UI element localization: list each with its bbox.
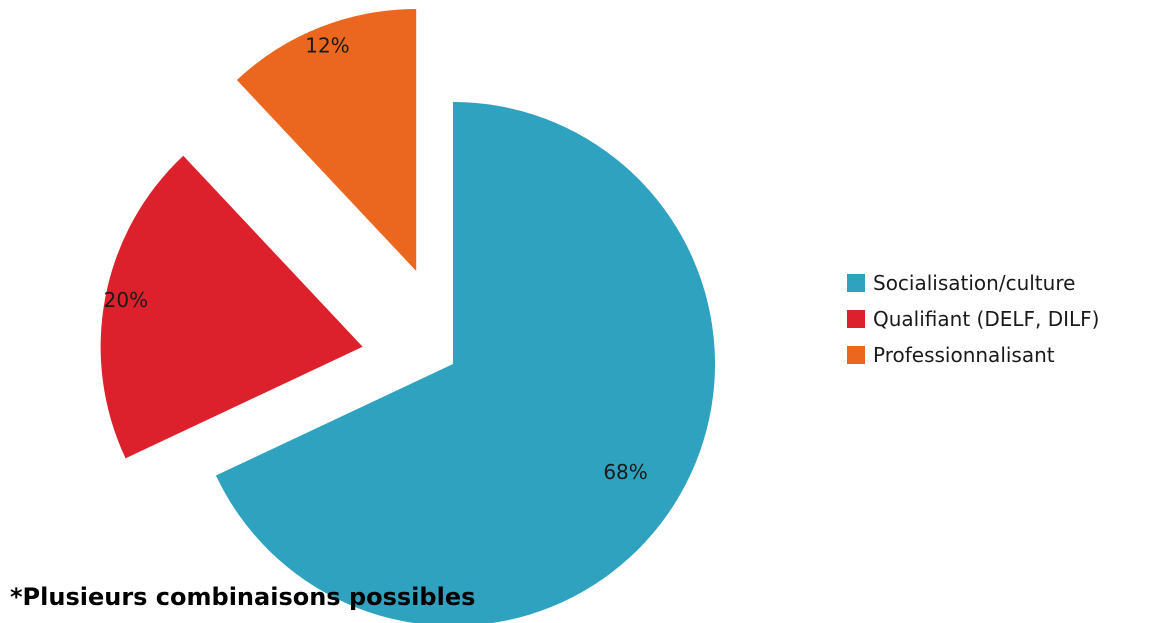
pie-slice-professionnalisant [236, 9, 417, 272]
slice-label-qualifiant: 20% [104, 288, 148, 312]
pie-slice-socialisation [215, 102, 715, 623]
slice-label-socialisation: 68% [603, 460, 647, 484]
legend-swatch-socialisation [847, 274, 865, 292]
legend-label-professionnalisant: Professionnalisant [873, 343, 1055, 367]
footnote: *Plusieurs combinaisons possibles [10, 583, 476, 611]
legend-label-socialisation: Socialisation/culture [873, 271, 1076, 295]
legend-swatch-professionnalisant [847, 346, 865, 364]
slice-label-professionnalisant: 12% [305, 33, 349, 57]
legend-label-qualifiant: Qualifiant (DELF, DILF) [873, 307, 1100, 331]
legend-item-qualifiant: Qualifiant (DELF, DILF) [847, 301, 1099, 337]
legend-swatch-qualifiant [847, 310, 865, 328]
pie-slice-qualifiant [100, 155, 363, 459]
legend: Socialisation/culture Qualifiant (DELF, … [847, 265, 1099, 373]
legend-item-professionnalisant: Professionnalisant [847, 337, 1099, 373]
legend-item-socialisation: Socialisation/culture [847, 265, 1099, 301]
